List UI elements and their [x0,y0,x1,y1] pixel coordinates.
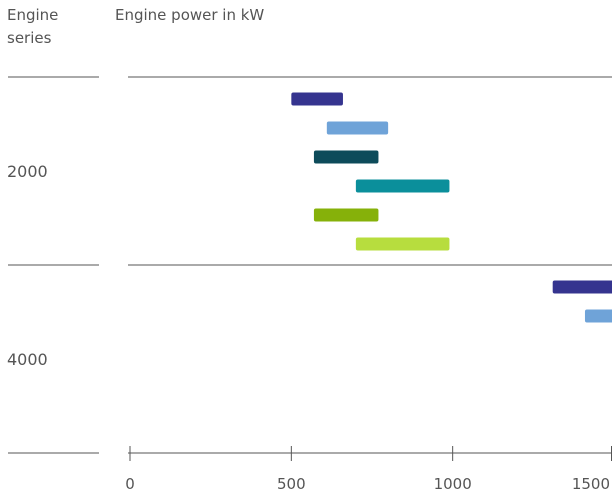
bar-2000-2 [313,150,379,164]
bar-2000-0 [291,92,343,106]
series-label-4000: 4000 [7,350,48,369]
bar-2000-1 [326,121,389,135]
engine-power-header: Engine power in kW [115,6,265,24]
bar-2000-4 [313,208,379,222]
engine-series-header-line2: series [7,29,52,47]
x-tick-label-0: 0 [125,475,135,493]
x-tick-label-1000: 1000 [434,475,472,493]
bar-4000-0 [552,280,612,294]
engine-series-header: Engine series [7,4,87,50]
bar-2000-3 [355,179,450,193]
x-tick-label-500: 500 [277,475,306,493]
bar-2000-5 [355,237,450,251]
bar-4000-1 [584,309,612,323]
series-label-2000: 2000 [7,162,48,181]
engine-series-header-line1: Engine [7,6,59,24]
x-tick-label-1500: 1500 [572,475,610,493]
